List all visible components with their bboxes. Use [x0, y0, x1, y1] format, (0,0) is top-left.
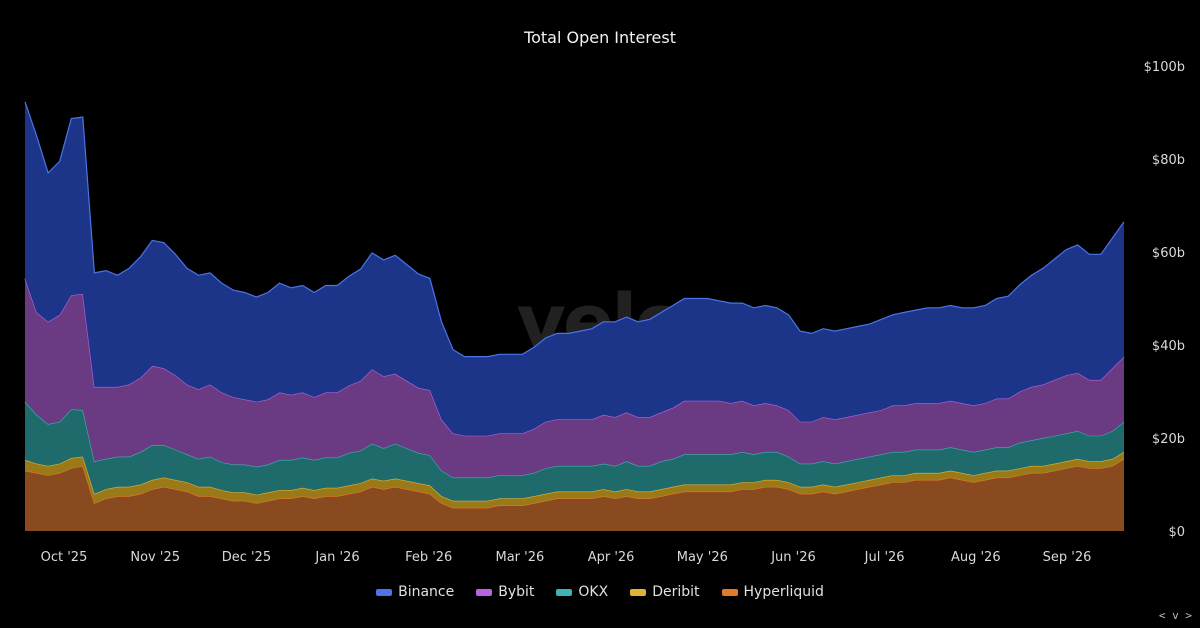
legend-swatch — [376, 588, 393, 596]
legend-label: OKX — [578, 584, 609, 600]
x-tick-label: Jul '26 — [864, 550, 905, 565]
okx-area — [25, 401, 1124, 501]
chart-title: Total Open Interest — [523, 28, 676, 47]
legend-swatch — [556, 588, 573, 596]
legend-swatch — [476, 588, 493, 596]
y-tick-label: $0 — [1168, 525, 1185, 540]
y-axis: $0 $20b $40b $60b $80b $100b — [1144, 60, 1185, 540]
x-tick-label: Oct '25 — [41, 550, 88, 565]
binance-line — [24, 101, 1125, 358]
chart-nav-control[interactable]: < v > — [1158, 609, 1192, 622]
x-tick-label: Mar '26 — [496, 550, 545, 565]
legend-label: Bybit — [498, 584, 535, 600]
legend-label: Deribit — [652, 584, 700, 600]
x-tick-label: Sep '26 — [1043, 550, 1092, 565]
legend-label: Hyperliquid — [743, 584, 824, 600]
legend-item-bybit[interactable]: Bybit — [476, 584, 534, 600]
hyperliquid-area — [25, 458, 1124, 531]
x-tick-label: Jan '26 — [314, 550, 359, 565]
legend-item-okx[interactable]: OKX — [556, 584, 608, 600]
legend-item-hyperliquid[interactable]: Hyperliquid — [721, 584, 824, 600]
x-tick-label: Jun '26 — [770, 550, 816, 565]
x-tick-label: May '26 — [677, 550, 728, 565]
x-tick-label: Dec '25 — [222, 550, 271, 565]
x-tick-label: Feb '26 — [405, 550, 452, 565]
deribit-area — [25, 451, 1124, 508]
y-tick-label: $100b — [1144, 60, 1185, 75]
legend-swatch — [630, 588, 647, 596]
y-tick-label: $40b — [1152, 339, 1185, 354]
bybit-area — [25, 278, 1124, 478]
binance-area — [25, 101, 1124, 436]
x-axis: Oct '25 Nov '25 Dec '25 Jan '26 Feb '26 Mar '… — [41, 550, 1092, 565]
legend-item-binance[interactable]: Binance — [376, 584, 454, 600]
y-tick-label: $80b — [1152, 153, 1185, 168]
x-tick-label: Aug '26 — [951, 550, 1001, 565]
y-tick-label: $20b — [1152, 432, 1185, 447]
area-series-layer — [24, 101, 1125, 531]
x-tick-label: Apr '26 — [588, 550, 635, 565]
legend-item-deribit[interactable]: Deribit — [630, 584, 700, 600]
legend-swatch — [721, 588, 738, 596]
legend-label: Binance — [398, 584, 455, 600]
x-tick-label: Nov '25 — [130, 550, 180, 565]
y-tick-label: $60b — [1152, 246, 1185, 261]
chart-legend: Binance Bybit OKX Deribit Hyperliquid — [0, 584, 1200, 600]
